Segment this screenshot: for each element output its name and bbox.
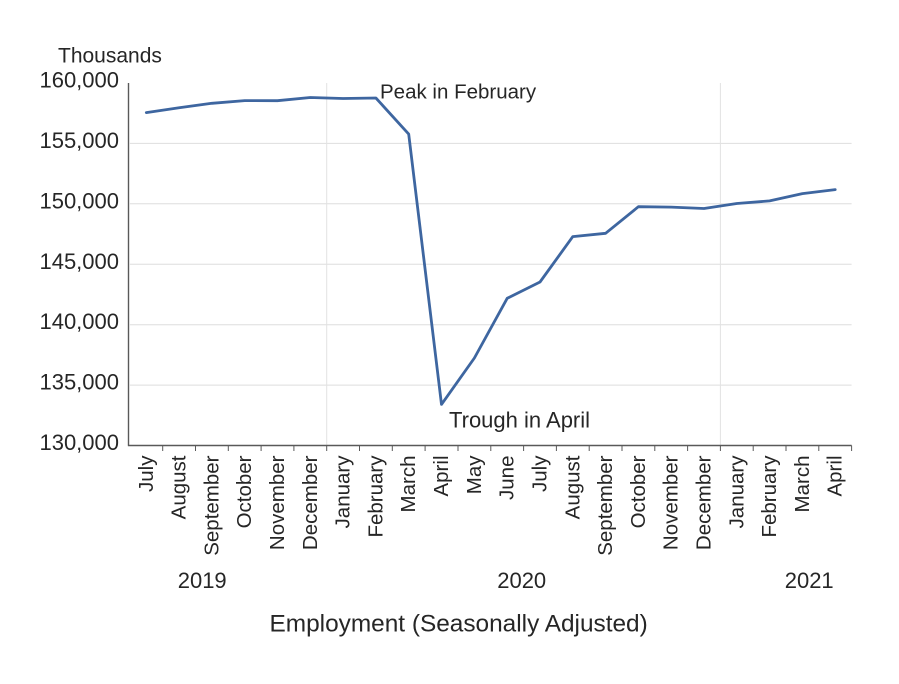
svg-text:January: January — [725, 455, 748, 529]
svg-text:November: November — [660, 455, 683, 550]
svg-text:2019: 2019 — [178, 568, 227, 593]
svg-text:2021: 2021 — [785, 568, 834, 593]
svg-text:March: March — [791, 456, 814, 513]
svg-text:July: July — [529, 455, 552, 492]
svg-text:September: September — [200, 455, 223, 555]
svg-text:Employment (Seasonally Adjuste: Employment (Seasonally Adjusted) — [270, 611, 648, 638]
svg-text:August: August — [168, 455, 191, 519]
svg-text:January: January — [332, 455, 355, 529]
svg-text:2020: 2020 — [497, 568, 546, 593]
svg-text:160,000: 160,000 — [39, 68, 119, 93]
svg-text:145,000: 145,000 — [39, 249, 119, 274]
svg-text:November: November — [266, 455, 289, 550]
svg-text:May: May — [463, 455, 486, 494]
svg-text:Peak in February: Peak in February — [380, 80, 537, 103]
svg-text:August: August — [561, 455, 584, 519]
svg-text:December: December — [693, 455, 716, 550]
svg-text:March: March — [397, 456, 420, 513]
svg-text:135,000: 135,000 — [39, 370, 119, 395]
svg-text:April: April — [430, 456, 453, 497]
svg-text:September: September — [594, 455, 617, 555]
svg-text:October: October — [233, 455, 256, 528]
svg-text:July: July — [135, 455, 158, 492]
svg-text:April: April — [824, 456, 847, 497]
svg-text:Thousands: Thousands — [58, 44, 162, 67]
svg-text:150,000: 150,000 — [39, 188, 119, 213]
svg-text:December: December — [299, 455, 322, 550]
svg-text:February: February — [364, 455, 387, 538]
svg-text:140,000: 140,000 — [39, 309, 119, 334]
svg-text:October: October — [627, 455, 650, 528]
svg-text:155,000: 155,000 — [39, 128, 119, 153]
svg-text:February: February — [758, 455, 781, 538]
svg-text:June: June — [496, 456, 519, 500]
svg-text:Trough in April: Trough in April — [449, 407, 590, 432]
svg-text:130,000: 130,000 — [39, 430, 119, 455]
